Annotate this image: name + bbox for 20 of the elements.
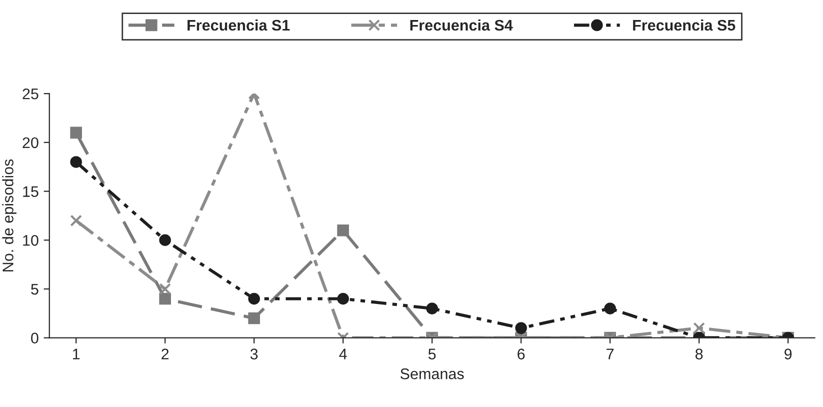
legend-label: Frecuencia S5 [633, 19, 736, 31]
x-tick-label: 9 [784, 348, 792, 360]
x-tick-label: 6 [518, 348, 525, 360]
x-tick-label: 1 [72, 348, 80, 360]
y-tick-label: 5 [31, 284, 38, 295]
x-tick-label: 5 [428, 348, 436, 360]
legend-label: Frecuencia S4 [410, 19, 513, 31]
y-tick-label: 15 [23, 186, 38, 197]
y-tick-label: 10 [23, 235, 38, 246]
y-tick-label: 25 [22, 88, 38, 100]
y-axis-title: No. de episodios [2, 159, 16, 272]
x-tick-label: 8 [695, 348, 703, 360]
y-tick-label: 0 [31, 332, 38, 344]
x-tick-label: 2 [162, 348, 169, 360]
x-axis-title: Semanas [400, 368, 464, 380]
x-tick-label: 4 [339, 348, 347, 360]
x-tick-label: 7 [606, 348, 614, 360]
x-tick-label: 3 [250, 348, 258, 360]
y-tick-label: 20 [22, 137, 38, 148]
legend-label: Frecuencia S1 [188, 19, 290, 31]
